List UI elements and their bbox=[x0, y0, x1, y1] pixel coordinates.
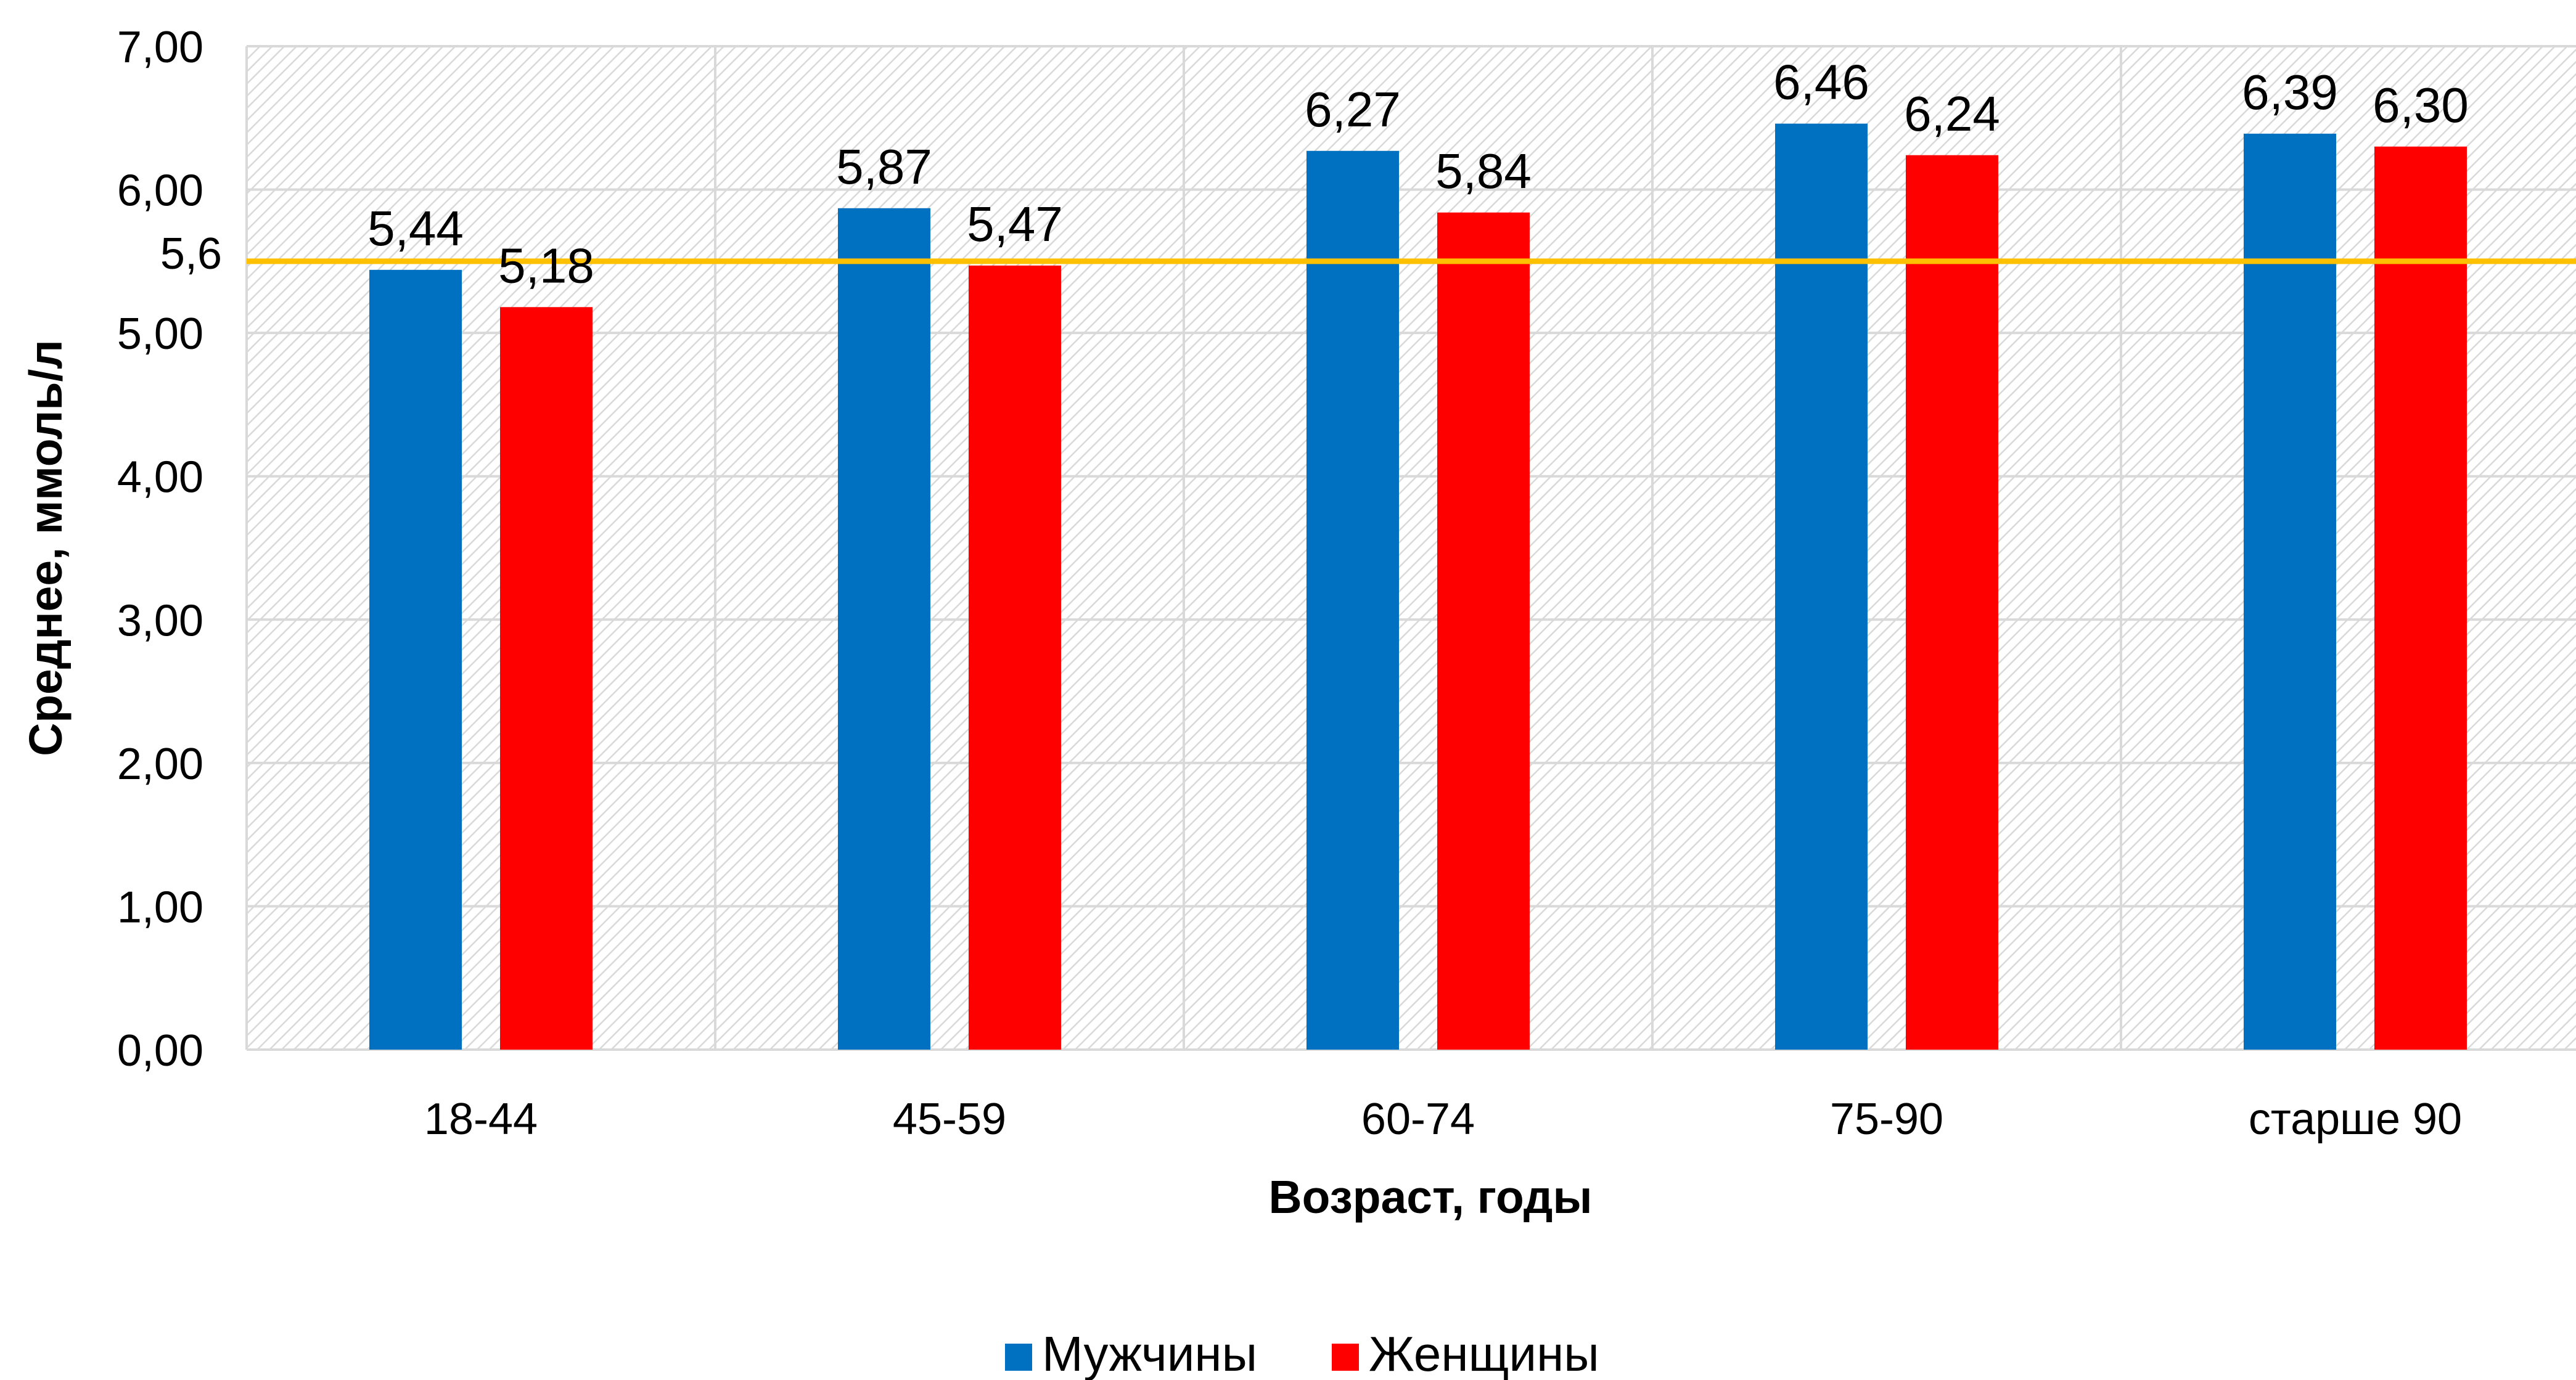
bar bbox=[2374, 146, 2467, 1050]
bar bbox=[1906, 155, 1998, 1050]
data-label: 5,18 bbox=[498, 238, 594, 293]
bar bbox=[2244, 133, 2336, 1050]
bar bbox=[969, 265, 1061, 1050]
x-tick-label: 45-59 bbox=[893, 1095, 1006, 1144]
bar bbox=[1437, 212, 1530, 1050]
data-labels: 5,44 5,18 5,87 5,47 6,27 5,84 6,46 6,24 6,39 6,30 bbox=[367, 55, 2469, 293]
y-tick-label: 5,00 bbox=[117, 309, 203, 359]
x-tick-label: 60-74 bbox=[1361, 1095, 1475, 1144]
data-label: 6,46 bbox=[1773, 55, 1869, 110]
legend-swatch-women bbox=[1332, 1344, 1359, 1371]
x-axis-title: Возраст, годы bbox=[1269, 1171, 1593, 1223]
data-label: 5,87 bbox=[836, 139, 932, 194]
plot-area-background bbox=[247, 46, 2576, 1050]
x-tick-label: 18-44 bbox=[424, 1095, 538, 1144]
bar bbox=[500, 307, 593, 1050]
reference-line-group: 5,6 bbox=[160, 229, 2576, 279]
gridlines bbox=[245, 45, 2576, 1051]
y-tick-label: 0,00 bbox=[117, 1026, 203, 1076]
data-label: 6,24 bbox=[1904, 86, 2000, 141]
legend-label-men: Мужчины bbox=[1042, 1326, 1257, 1380]
reference-line-label: 5,6 bbox=[160, 229, 222, 279]
y-tick-label: 4,00 bbox=[117, 453, 203, 502]
x-axis: 18-44 45-59 60-74 75-90 старше 90 bbox=[424, 1095, 2462, 1144]
data-label: 6,30 bbox=[2373, 78, 2469, 133]
data-label: 5,44 bbox=[367, 201, 464, 256]
y-axis-title: Среднее, ммоль/л bbox=[20, 340, 72, 756]
bar bbox=[1775, 123, 1868, 1050]
bar bbox=[369, 269, 462, 1050]
legend: Мужчины Женщины bbox=[1005, 1326, 1599, 1380]
y-axis: 0,00 1,00 2,00 3,00 4,00 5,00 6,00 7,00 bbox=[117, 23, 203, 1076]
legend-label-women: Женщины bbox=[1369, 1326, 1599, 1380]
y-tick-label: 7,00 bbox=[117, 23, 203, 72]
bar bbox=[1306, 150, 1399, 1050]
y-tick-label: 1,00 bbox=[117, 883, 203, 932]
y-tick-label: 3,00 bbox=[117, 596, 203, 645]
data-label: 6,27 bbox=[1305, 82, 1401, 137]
bar bbox=[838, 208, 930, 1050]
data-label: 5,47 bbox=[967, 197, 1063, 251]
y-tick-label: 6,00 bbox=[117, 166, 203, 216]
data-label: 6,39 bbox=[2242, 65, 2338, 120]
x-tick-label: старше 90 bbox=[2249, 1095, 2462, 1144]
y-tick-label: 2,00 bbox=[117, 740, 203, 789]
bars bbox=[369, 123, 2467, 1050]
data-label: 5,84 bbox=[1435, 144, 1532, 198]
x-tick-label: 75-90 bbox=[1830, 1095, 1943, 1144]
legend-swatch-men bbox=[1005, 1344, 1032, 1371]
